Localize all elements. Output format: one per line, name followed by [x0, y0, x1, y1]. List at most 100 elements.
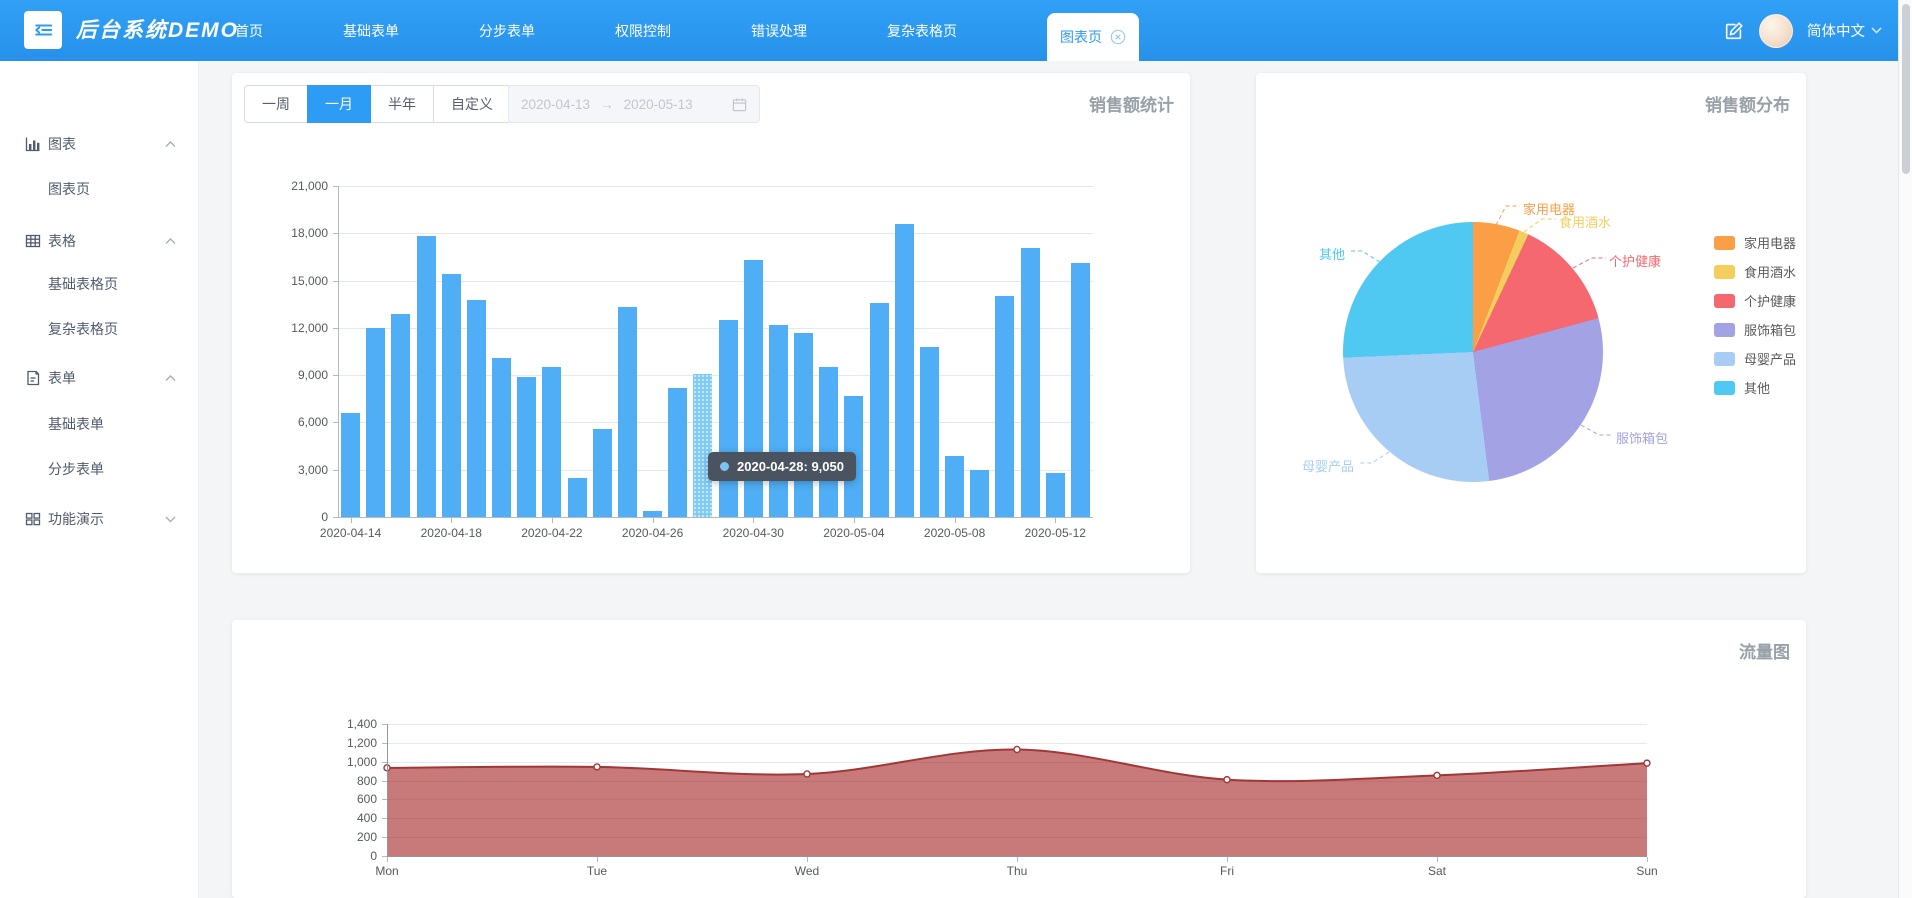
bar-2020-04-21[interactable]	[517, 376, 537, 517]
bar-2020-04-22[interactable]	[542, 367, 562, 517]
legend-swatch	[1714, 351, 1735, 366]
sidebar-item-tables-group[interactable]: 表格	[0, 219, 199, 263]
legend-label: 服饰箱包	[1744, 323, 1797, 338]
bar-2020-04-27[interactable]	[668, 387, 688, 517]
nav-item-home[interactable]: 首页	[235, 22, 263, 39]
sidebar-item-basic-form[interactable]: 基础表单	[48, 416, 104, 432]
date-arrow: →	[600, 96, 614, 112]
legend-label: 食用酒水	[1744, 265, 1797, 280]
grid-icon	[25, 511, 41, 527]
sales-distribution-pie[interactable]	[1343, 222, 1603, 482]
nav-item-permission[interactable]: 权限控制	[615, 22, 671, 39]
bar-2020-05-10[interactable]	[995, 296, 1015, 517]
nav-item-basic-form[interactable]: 基础表单	[343, 22, 399, 39]
bar-2020-04-15[interactable]	[366, 327, 386, 517]
pie-label-personal-care: 个护健康	[1609, 254, 1662, 269]
range-button-half-year[interactable]: 半年	[370, 85, 434, 123]
legend-item[interactable]: 家用电器	[1714, 228, 1796, 257]
sidebar-item-basic-table-page[interactable]: 基础表格页	[48, 276, 118, 292]
close-tab-icon[interactable]	[1110, 29, 1126, 45]
bar-2020-04-28[interactable]	[693, 374, 713, 517]
traffic-area-chart[interactable]	[383, 724, 1651, 866]
sidebar-item-complex-table-page[interactable]: 复杂表格页	[48, 321, 118, 337]
legend-swatch	[1714, 264, 1735, 279]
bar-2020-04-29[interactable]	[718, 320, 738, 517]
nav-item-complex-table[interactable]: 复杂表格页	[887, 22, 957, 39]
data-point-marker	[1013, 745, 1021, 754]
legend-item[interactable]: 母婴产品	[1714, 344, 1796, 373]
bar-2020-05-08[interactable]	[945, 455, 965, 517]
calendar-icon	[732, 97, 747, 112]
sidebar-item-features-group[interactable]: 功能演示	[0, 497, 199, 541]
legend-label: 个护健康	[1744, 294, 1797, 309]
avatar[interactable]	[1759, 13, 1793, 48]
bar-2020-04-26[interactable]	[643, 510, 663, 517]
tab-chart-page[interactable]: 图表页	[1047, 13, 1139, 61]
range-button-month[interactable]: 一月	[307, 85, 371, 123]
bar-2020-05-03[interactable]	[819, 367, 839, 517]
edit-icon[interactable]	[1723, 20, 1745, 42]
bar-2020-04-14[interactable]	[341, 413, 361, 517]
top-nav: 首页 基础表单 分步表单 权限控制 错误处理 复杂表格页	[235, 0, 957, 61]
bar-2020-04-20[interactable]	[492, 357, 512, 517]
range-button-week[interactable]: 一周	[244, 85, 308, 123]
date-range-button-group: 一周 一月 半年 自定义	[244, 85, 511, 123]
bar-2020-04-16[interactable]	[391, 313, 411, 517]
pie-label-food-drinks: 食用酒水	[1559, 215, 1612, 230]
bar-2020-05-01[interactable]	[768, 324, 788, 517]
chevron-up-icon	[165, 237, 176, 245]
pie-label-appliances: 家用电器	[1523, 202, 1576, 217]
date-range-input[interactable]: 2020-04-13 → 2020-05-13	[508, 85, 760, 123]
traffic-chart-card: 流量图 0 200 400 600 800 1,000 1,200 1,400 Mon Tue We…	[232, 620, 1806, 898]
range-button-custom[interactable]: 自定义	[433, 85, 511, 123]
sales-distribution-card: 销售额分布 家用电器 食用酒水 个护健康 服饰箱包 母婴产品 其他 家用电器 食用…	[1256, 73, 1806, 573]
legend-item[interactable]: 其他	[1714, 373, 1796, 402]
legend-item[interactable]: 食用酒水	[1714, 257, 1796, 286]
chevron-up-icon	[165, 374, 176, 382]
form-icon	[25, 370, 41, 386]
sidebar-item-charts-group[interactable]: 图表	[0, 122, 199, 166]
bar-2020-05-05[interactable]	[869, 302, 889, 517]
pie-label-maternity: 母婴产品	[1302, 459, 1355, 474]
sidebar: 图表 图表页 表格 基础表格页 复杂表格页 表单 基础表单	[0, 61, 199, 898]
nav-item-step-form[interactable]: 分步表单	[479, 22, 535, 39]
data-point-marker	[593, 763, 601, 771]
chevron-down-icon	[165, 516, 176, 523]
bar-2020-04-18[interactable]	[441, 274, 461, 517]
sidebar-item-forms-group[interactable]: 表单	[0, 356, 199, 400]
bar-2020-05-13[interactable]	[1070, 263, 1090, 517]
bar-2020-04-17[interactable]	[416, 236, 436, 517]
bar-2020-05-12[interactable]	[1045, 472, 1065, 517]
chevron-down-icon	[1871, 27, 1882, 34]
sidebar-item-step-form[interactable]: 分步表单	[48, 461, 104, 477]
language-selector[interactable]: 简体中文	[1807, 20, 1882, 41]
tab-label: 图表页	[1060, 29, 1102, 45]
page-scrollbar	[1898, 0, 1912, 898]
nav-item-error-handling[interactable]: 错误处理	[751, 22, 807, 39]
bar-2020-05-07[interactable]	[919, 346, 939, 517]
bar-2020-04-24[interactable]	[592, 428, 612, 517]
date-start-value: 2020-04-13	[521, 96, 591, 112]
scrollbar-thumb[interactable]	[1902, 4, 1910, 174]
bar-2020-04-23[interactable]	[567, 477, 587, 517]
app-logo: 后台系统DEMO	[76, 19, 239, 42]
bar-2020-05-06[interactable]	[894, 223, 914, 517]
bar-2020-05-09[interactable]	[970, 469, 990, 517]
legend-item[interactable]: 服饰箱包	[1714, 315, 1796, 344]
tooltip-text: 2020-04-28: 9,050	[737, 459, 844, 474]
table-icon	[25, 233, 41, 249]
bar-2020-05-11[interactable]	[1020, 247, 1040, 517]
menu-fold-icon	[31, 18, 55, 42]
collapse-sidebar-button[interactable]	[24, 11, 62, 49]
legend-item[interactable]: 个护健康	[1714, 286, 1796, 315]
bar-2020-04-25[interactable]	[617, 307, 637, 517]
bar-2020-04-19[interactable]	[466, 299, 486, 517]
flow-card-title: 流量图	[1739, 643, 1790, 662]
sidebar-item-chart-page[interactable]: 图表页	[48, 181, 90, 197]
bar-2020-05-02[interactable]	[794, 332, 814, 517]
legend-swatch	[1714, 322, 1735, 337]
data-point-marker	[1223, 775, 1231, 784]
legend-swatch	[1714, 293, 1735, 308]
sales-statistics-card: 一周 一月 半年 自定义 2020-04-13 → 2020-05-13 销售额…	[232, 73, 1190, 573]
data-point-marker	[1433, 771, 1441, 780]
